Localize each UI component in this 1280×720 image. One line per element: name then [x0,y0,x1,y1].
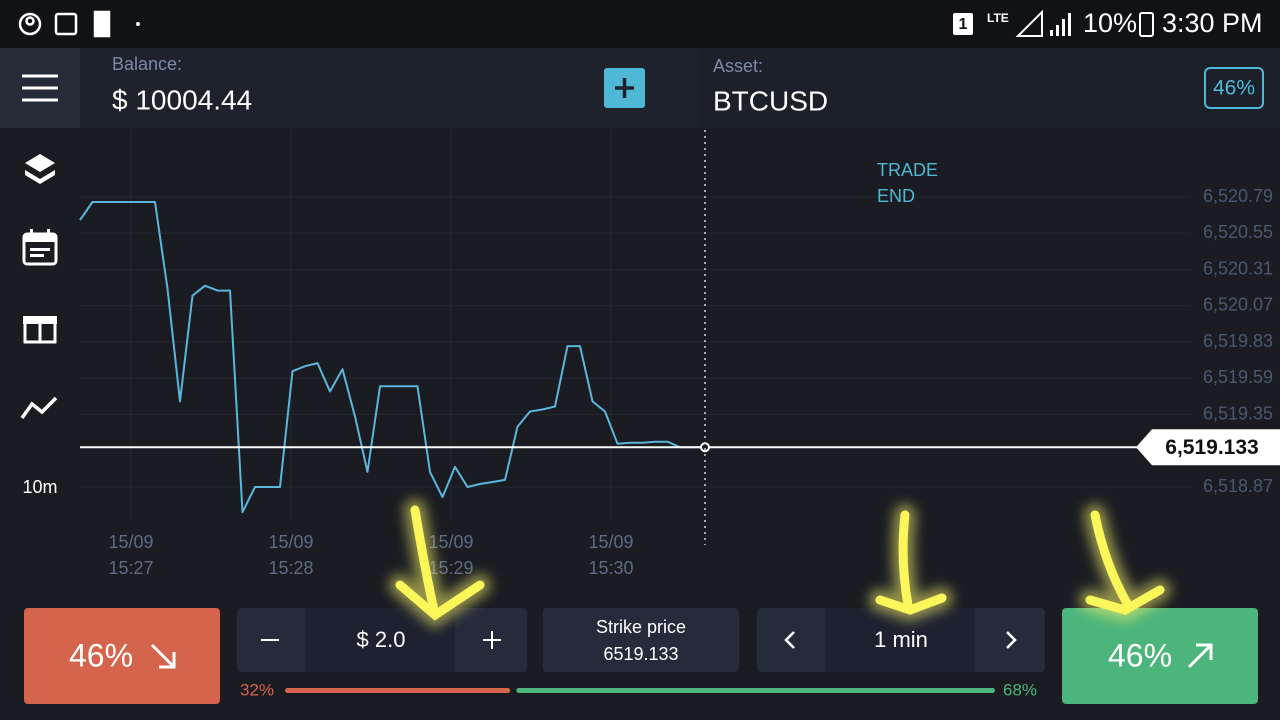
put-button[interactable] [24,608,220,704]
price-tag-label: 6,519.133 [1165,436,1258,459]
y-tick-label: 6,520.79 [1203,186,1273,206]
up-arrow [1187,643,1213,669]
call-payout: 46% [1108,637,1172,673]
y-tick-label: 6,518.87 [1203,476,1273,496]
x-tick-date: 15/09 [428,532,473,552]
sentiment-bar [285,688,995,693]
x-tick-time: 15:29 [428,558,473,578]
x-tick-time: 15:30 [588,558,633,578]
trade-end-label: TRADE [877,160,938,180]
clock: 3:30 PM [1162,8,1263,38]
x-tick-time: 15:27 [108,558,153,578]
asset-panel[interactable] [698,48,1280,128]
amount: $ 2.0 [357,627,406,652]
x-tick-time: 15:28 [268,558,313,578]
y-tick-label: 6,519.35 [1203,403,1273,423]
price-tag [1136,429,1280,466]
plus-icon[interactable] [483,631,501,649]
sentiment-up-bar [516,688,995,693]
x-tick-date: 15/09 [108,532,153,552]
y-tick-label: 6,519.83 [1203,331,1273,351]
price-line [79,201,705,514]
prev-icon[interactable] [784,631,795,649]
put-payout: 46% [69,637,133,673]
balance-label: Balance: [112,54,182,74]
x-tick-date: 15/09 [268,532,313,552]
status-dot [136,22,140,26]
sidebar-icons [20,154,58,420]
sim: 1 [959,16,968,33]
duration-field[interactable] [825,608,975,672]
sentiment-down-bar [285,688,511,693]
x-tick-date: 15/09 [588,532,633,552]
timeframe[interactable]: 10m [22,477,57,497]
wifi-icon [1015,9,1043,37]
next-icon[interactable] [1006,631,1017,649]
call-button[interactable] [1062,608,1258,704]
payout-badge [1204,67,1264,109]
battery: 10% [1083,8,1137,38]
current-price-dot [700,442,710,453]
annotation-arrows [389,499,1171,629]
price-chart: 15/09 15:27 15/09 15:28 15/09 15:29 15/09 15:30… [79,130,1280,578]
plus-icon [615,78,634,98]
down-arrow [150,643,176,669]
status-icons [18,10,111,38]
asset-label: Asset: [713,56,763,76]
signal-icon [1050,13,1071,36]
balance: $ 10004.44 [112,84,252,115]
sentiment-down: 32% [240,680,274,699]
status-bar [0,0,1280,48]
y-tick-label: 6,520.31 [1203,258,1273,278]
strike-box [543,608,739,672]
asset: BTCUSD [713,85,828,116]
y-tick-label: 6,520.07 [1203,295,1273,315]
y-tick-label: 6,519.59 [1203,367,1273,387]
strike-price: 6519.133 [603,644,678,664]
menu-icon [22,74,58,102]
trade-end-label: END [877,186,915,206]
network: LTE [987,11,1009,25]
sentiment-up: 68% [1003,680,1037,699]
sim-badge [953,13,973,35]
battery-icon [1139,12,1154,37]
duration: 1 min [874,627,928,652]
strike-label: Strike price [596,617,686,637]
payout: 46% [1213,77,1255,100]
y-tick-label: 6,520.55 [1203,222,1273,242]
